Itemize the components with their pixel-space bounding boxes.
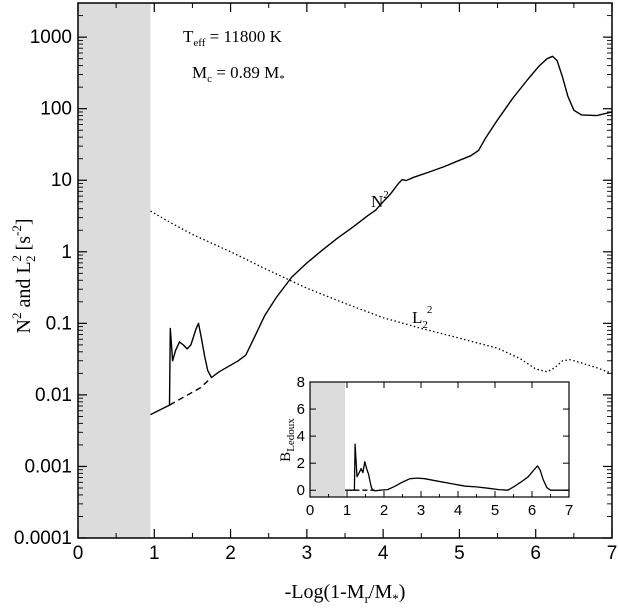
main-series-group xyxy=(150,55,613,416)
inset-y-axis-label: BLedoux xyxy=(278,418,297,462)
y-tick-label: 0.0001 xyxy=(14,528,72,549)
l2-curve xyxy=(150,210,613,375)
inset-plot-frame xyxy=(309,381,570,498)
y-tick-label: 0.01 xyxy=(35,385,72,406)
annotation-teff: Teff = 11800 K xyxy=(183,27,283,49)
main-shaded-region xyxy=(78,3,151,538)
inset-tick-labels: 0 1 2 3 4 5 6 7 0 2 4 6 8 xyxy=(297,374,574,519)
annotation-l2: L22 xyxy=(412,304,432,331)
inset-x-tick-label: 1 xyxy=(343,502,351,519)
x-tick-label: 0 xyxy=(73,543,84,564)
inset-shaded-region xyxy=(310,382,346,497)
x-tick-label: 2 xyxy=(225,543,236,564)
n2-curve xyxy=(150,55,613,416)
y-tick-label: 0.1 xyxy=(46,313,72,334)
inset-plot: 0 1 2 3 4 5 6 7 0 2 4 6 8 xyxy=(297,374,574,519)
inset-x-tick-label: 6 xyxy=(528,502,536,519)
x-tick-label: 6 xyxy=(530,543,541,564)
inset-x-tick-label: 7 xyxy=(565,502,573,519)
inset-series-group xyxy=(345,443,569,492)
inset-background xyxy=(310,382,569,497)
y-tick-label: 10 xyxy=(51,170,72,191)
y-tick-label: 0.001 xyxy=(24,456,72,477)
y-tick-label: 1 xyxy=(61,242,72,263)
n2-dashed-segment xyxy=(169,376,212,406)
annotation-n2: N2 xyxy=(371,189,389,211)
main-axis-ticks xyxy=(77,2,613,539)
annotation-mc: Mc = 0.89 M* xyxy=(192,63,285,85)
x-tick-label: 7 xyxy=(607,543,618,564)
y-axis-label: N2 and L22 [s-2] xyxy=(9,218,38,333)
b-ledoux-curve xyxy=(345,443,569,492)
y-tick-label: 1000 xyxy=(30,27,72,48)
inset-x-tick-label: 2 xyxy=(380,502,388,519)
inset-y-tick-label: 6 xyxy=(297,401,305,418)
inset-y-tick-label: 4 xyxy=(297,428,305,445)
x-tick-label: 4 xyxy=(378,543,389,564)
x-axis-label: -Log(1-Mr/M*) xyxy=(285,581,406,606)
inset-x-tick-label: 0 xyxy=(306,502,314,519)
inset-y-tick-label: 0 xyxy=(297,482,305,499)
main-plot-frame xyxy=(77,2,613,539)
x-tick-label: 3 xyxy=(302,543,313,564)
inset-y-tick-label: 8 xyxy=(297,374,305,391)
inset-x-tick-label: 5 xyxy=(491,502,499,519)
x-tick-label: 1 xyxy=(149,543,160,564)
y-tick-label: 100 xyxy=(40,99,72,120)
inset-x-tick-label: 3 xyxy=(417,502,425,519)
inset-x-tick-label: 4 xyxy=(454,502,462,519)
x-tick-label: 5 xyxy=(454,543,465,564)
inset-y-tick-label: 2 xyxy=(297,455,305,472)
